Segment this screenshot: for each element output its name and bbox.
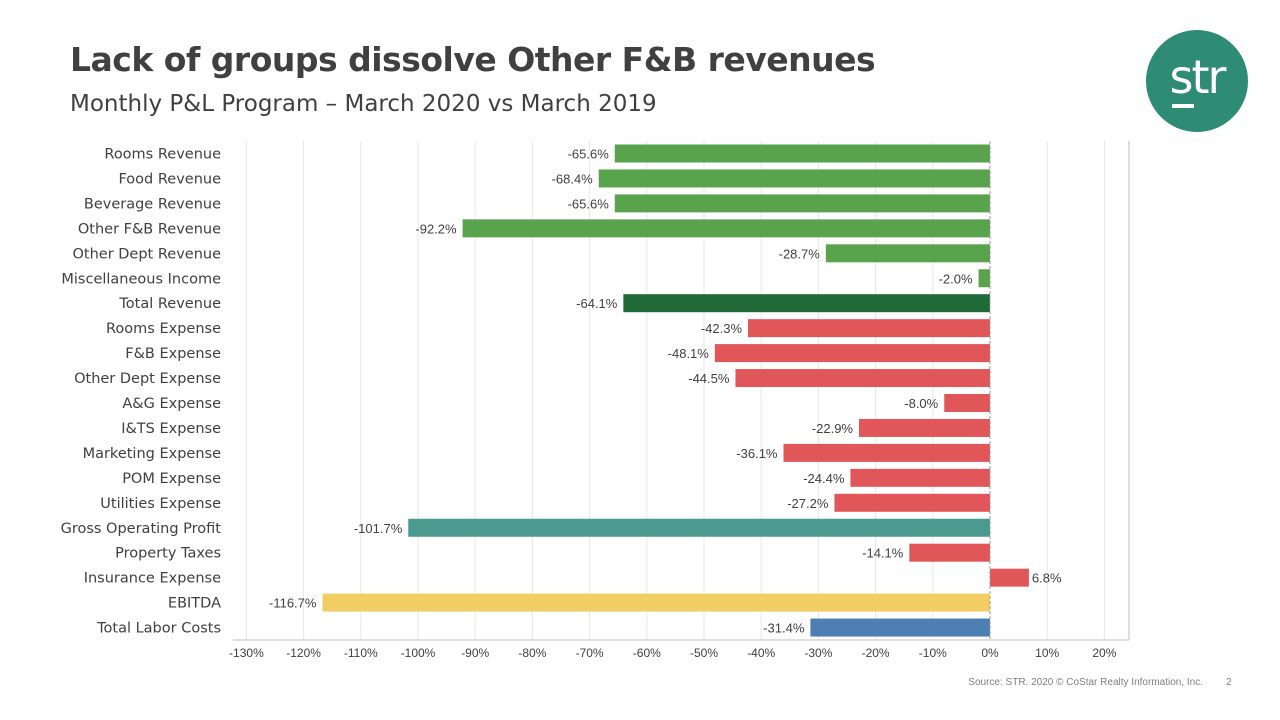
x-tick-label: -130% bbox=[229, 646, 264, 660]
category-label: F&B Expense bbox=[125, 346, 221, 362]
x-tick-label: -70% bbox=[576, 646, 604, 660]
data-label: -14.1% bbox=[862, 546, 904, 561]
bar bbox=[783, 443, 990, 462]
category-label: Miscellaneous Income bbox=[61, 271, 221, 287]
category-label: Other Dept Revenue bbox=[72, 246, 221, 262]
data-label: 6.8% bbox=[1032, 571, 1062, 586]
page-number: 2 bbox=[1226, 677, 1232, 688]
x-tick-label: -110% bbox=[344, 646, 378, 660]
data-label: -92.2% bbox=[415, 221, 457, 236]
category-label: Rooms Revenue bbox=[104, 147, 221, 163]
data-label: -65.6% bbox=[568, 196, 610, 211]
data-label: -24.4% bbox=[803, 471, 845, 486]
data-label: -42.3% bbox=[701, 321, 743, 336]
bar bbox=[990, 568, 1029, 587]
category-label: Other Dept Expense bbox=[74, 371, 221, 387]
x-tick-label: -60% bbox=[633, 646, 661, 660]
bar bbox=[462, 219, 991, 238]
category-label: Rooms Expense bbox=[106, 321, 221, 337]
bar bbox=[825, 244, 990, 263]
x-tick-label: -120% bbox=[286, 646, 321, 660]
data-label: -44.5% bbox=[688, 371, 730, 386]
category-label: POM Expense bbox=[122, 471, 221, 487]
data-label: -8.0% bbox=[904, 396, 938, 411]
x-tick-label: -30% bbox=[804, 646, 832, 660]
x-tick-label: -90% bbox=[461, 646, 489, 660]
category-label: I&TS Expense bbox=[121, 421, 221, 437]
category-label: A&G Expense bbox=[122, 396, 221, 412]
data-label: -36.1% bbox=[736, 446, 778, 461]
bar bbox=[598, 169, 990, 188]
slide-subtitle: Monthly P&L Program – March 2020 vs Marc… bbox=[70, 91, 657, 117]
data-label: -64.1% bbox=[576, 296, 618, 311]
x-tick-label: -50% bbox=[690, 646, 718, 660]
x-tick-label: 0% bbox=[981, 646, 999, 660]
bar bbox=[850, 468, 990, 487]
bar bbox=[909, 543, 990, 562]
bar bbox=[944, 394, 990, 412]
category-label: Utilities Expense bbox=[100, 496, 221, 512]
logo-text: str bbox=[1170, 50, 1226, 108]
category-label: Total Labor Costs bbox=[96, 621, 221, 637]
data-label: -28.7% bbox=[779, 246, 821, 261]
bar bbox=[735, 369, 990, 388]
data-label: -68.4% bbox=[552, 171, 594, 186]
bar bbox=[978, 269, 990, 288]
category-label: Other F&B Revenue bbox=[78, 221, 221, 237]
bar bbox=[810, 618, 990, 637]
category-label: Insurance Expense bbox=[84, 571, 221, 587]
bar bbox=[714, 344, 990, 363]
data-label: -48.1% bbox=[668, 346, 710, 361]
x-tick-label: -100% bbox=[401, 646, 436, 660]
data-label: -2.0% bbox=[939, 271, 973, 286]
category-label: Beverage Revenue bbox=[84, 196, 221, 212]
bar bbox=[322, 593, 990, 612]
data-label: -27.2% bbox=[787, 496, 829, 511]
category-label: Total Revenue bbox=[118, 296, 221, 312]
bar bbox=[834, 493, 990, 512]
category-label: EBITDA bbox=[168, 596, 221, 612]
bar bbox=[859, 418, 990, 437]
data-label: -22.9% bbox=[812, 421, 854, 436]
category-label: Property Taxes bbox=[115, 546, 221, 562]
bar bbox=[623, 294, 990, 313]
data-label: -65.6% bbox=[568, 147, 610, 162]
data-label: -116.7% bbox=[269, 596, 317, 611]
source-note: Source: STR. 2020 © CoStar Realty Inform… bbox=[968, 677, 1203, 688]
x-tick-label: 10% bbox=[1035, 646, 1059, 660]
bar bbox=[614, 144, 990, 163]
x-tick-label: -20% bbox=[862, 646, 890, 660]
category-label: Marketing Expense bbox=[83, 446, 221, 462]
bar bbox=[614, 194, 990, 213]
x-tick-label: -40% bbox=[747, 646, 775, 660]
data-label: -31.4% bbox=[763, 621, 805, 636]
logo-underline bbox=[1171, 104, 1194, 108]
category-label: Food Revenue bbox=[118, 171, 221, 187]
category-label: Gross Operating Profit bbox=[61, 521, 222, 537]
str-logo: str bbox=[1146, 30, 1248, 132]
x-tick-label: 20% bbox=[1092, 646, 1116, 660]
bar bbox=[748, 319, 990, 338]
data-label: -101.7% bbox=[354, 521, 403, 536]
slide-title: Lack of groups dissolve Other F&B revenu… bbox=[70, 40, 876, 79]
x-tick-label: -80% bbox=[518, 646, 546, 660]
bar bbox=[408, 518, 990, 537]
x-tick-label: -10% bbox=[919, 646, 947, 660]
